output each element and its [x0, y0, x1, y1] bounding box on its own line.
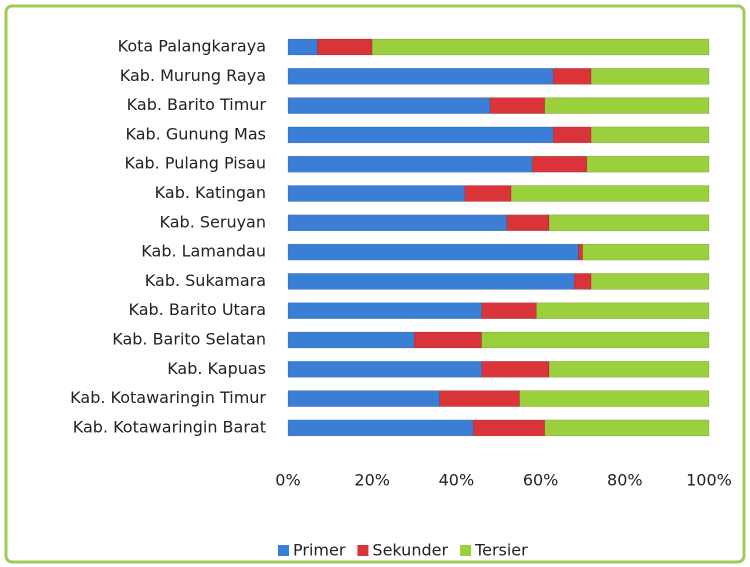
y-tick-label: Kab. Barito Utara [129, 300, 266, 319]
x-tick-label: 20% [354, 471, 390, 490]
bar-segment [287, 155, 533, 173]
bar-segment [287, 361, 482, 378]
bar-segment [287, 390, 440, 407]
bar-segment [544, 419, 710, 437]
legend-swatch [460, 545, 472, 556]
bar-segment [489, 97, 546, 114]
x-tick-label: 0% [275, 471, 300, 490]
y-tick-label: Kota Palangkaraya [118, 37, 266, 56]
bar-segment [472, 419, 546, 437]
legend-label: Tersier [474, 541, 528, 560]
y-tick-label: Kab. Barito Timur [127, 95, 267, 114]
y-tick-label: Kab. Barito Selatan [112, 330, 266, 349]
legend-swatch [278, 545, 289, 556]
y-tick-label: Kab. Sukamara [145, 271, 266, 290]
legend-label: Sekunder [372, 541, 448, 560]
bar-segment [519, 390, 710, 407]
bar-segment [544, 97, 710, 114]
bar-segment [481, 361, 550, 378]
bar-segment [317, 38, 373, 56]
bar-segment [464, 185, 512, 202]
bar-segment [287, 243, 579, 261]
bar-segment [287, 185, 466, 202]
y-tick-label: Kab. Kotawaringin Barat [73, 417, 266, 436]
y-tick-label: Kab. Pulang Pisau [124, 154, 266, 173]
bar-segment [414, 331, 482, 349]
bar-segment [287, 38, 318, 56]
bar-segment [590, 273, 710, 290]
bar-segment [481, 331, 710, 349]
legend-swatch [357, 545, 369, 556]
bar-segment [287, 273, 575, 290]
bar-segment [590, 126, 710, 144]
legend-label: Primer [293, 541, 346, 560]
bar-segment [548, 361, 710, 378]
bar-segment [590, 68, 710, 85]
bar-segment [574, 273, 592, 290]
bar-segment [548, 214, 710, 232]
y-tick-label: Kab. Seruyan [160, 212, 266, 231]
bar-segment [439, 390, 520, 407]
x-tick-label: 60% [523, 471, 559, 490]
bar-segment [287, 419, 474, 437]
y-tick-label: Kab. Gunung Mas [126, 124, 267, 143]
bar-segment [287, 214, 508, 232]
x-tick-label: 80% [607, 471, 643, 490]
bar-segment [552, 126, 592, 144]
bar-segment [506, 214, 550, 232]
y-tick-label: Kab. Katingan [155, 183, 266, 202]
bar-segment [536, 302, 710, 319]
bar-segment [287, 126, 554, 144]
bar-segment [552, 68, 592, 85]
x-tick-label: 40% [439, 471, 475, 490]
bar-segment [481, 302, 537, 319]
y-tick-label: Kab. Kotawaringin Timur [70, 388, 266, 407]
bar-segment [287, 97, 491, 114]
bar-segment [578, 243, 583, 261]
bar-segment [287, 302, 482, 319]
bar-segment [510, 185, 710, 202]
x-tick-label: 100% [686, 471, 732, 490]
bar-segment [287, 68, 554, 85]
bar-segment [586, 155, 710, 173]
y-tick-label: Kab. Lamandau [141, 242, 266, 261]
y-tick-label: Kab. Kapuas [167, 359, 266, 378]
bar-segment [582, 243, 710, 261]
y-tick-label: Kab. Murung Raya [120, 66, 266, 85]
bar-segment [531, 155, 588, 173]
bar-segment [371, 38, 710, 56]
bar-segment [287, 331, 415, 349]
